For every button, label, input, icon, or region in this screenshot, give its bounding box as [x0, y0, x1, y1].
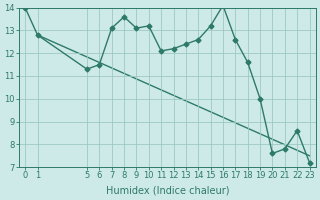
X-axis label: Humidex (Indice chaleur): Humidex (Indice chaleur): [106, 186, 229, 196]
